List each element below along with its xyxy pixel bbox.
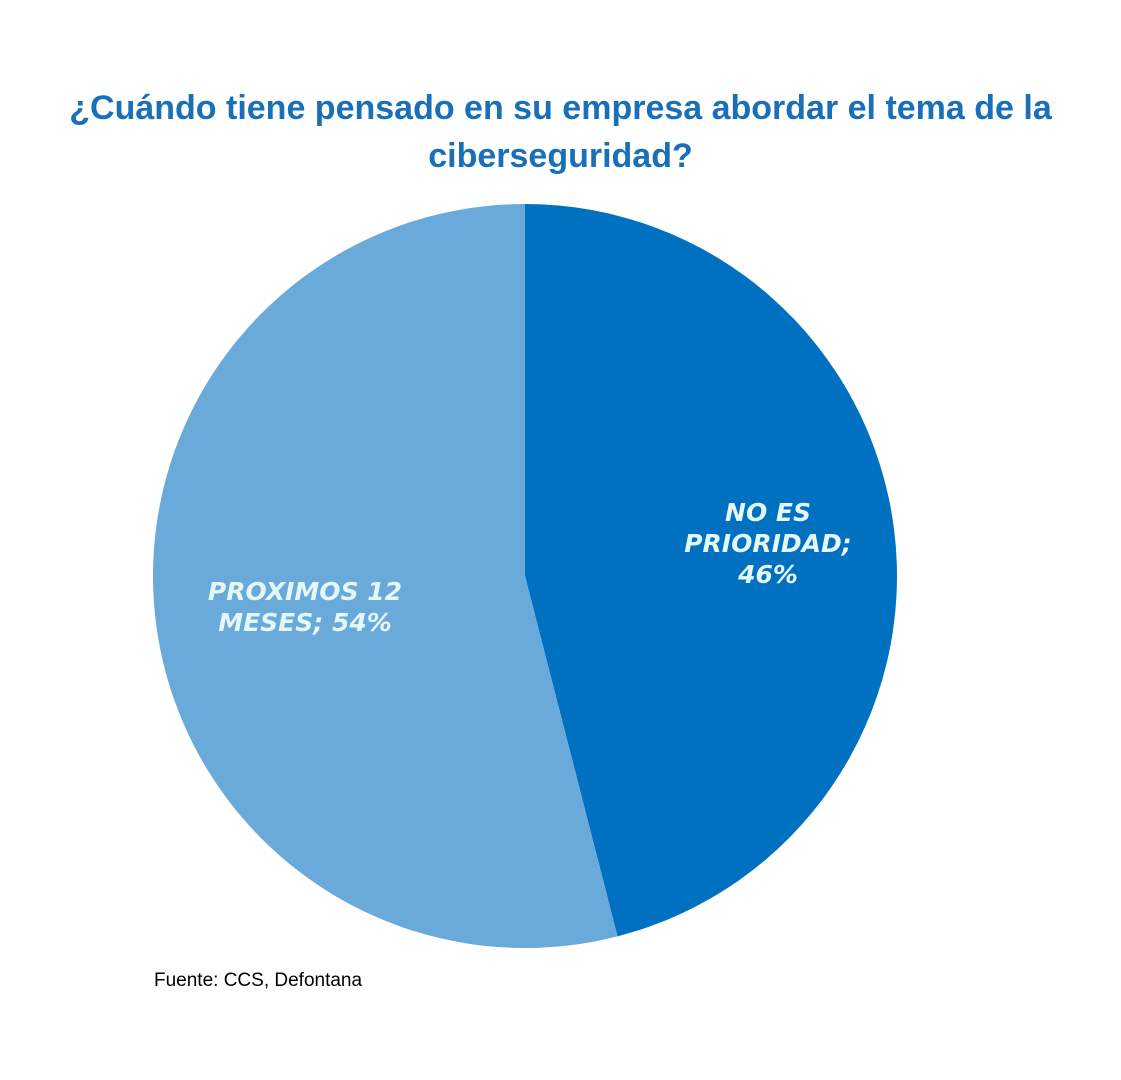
slice-label-line: PROXIMOS 12 <box>208 577 402 606</box>
slice-label-proximos-12-meses: PROXIMOS 12 MESES; 54% <box>208 577 402 637</box>
pie-slice-proximos-12-meses <box>152 204 618 948</box>
slice-label-line: MESES; 54% <box>218 608 392 637</box>
slice-label-line: 46% <box>737 560 798 589</box>
chart-title-line-2: ciberseguridad? <box>428 137 693 175</box>
chart-title: ¿Cuándo tiene pensado en su empresa abor… <box>20 84 1101 180</box>
pie-slice-no-es-prioridad <box>525 204 897 937</box>
slice-label-line: PRIORIDAD; <box>684 529 852 558</box>
slice-label-line: NO ES <box>725 498 811 527</box>
slice-label-no-es-prioridad: NO ES PRIORIDAD; 46% <box>684 498 852 589</box>
source-note: Fuente: CCS, Defontana <box>154 970 363 991</box>
chart-title-line-1: ¿Cuándo tiene pensado en su empresa abor… <box>69 89 1052 127</box>
